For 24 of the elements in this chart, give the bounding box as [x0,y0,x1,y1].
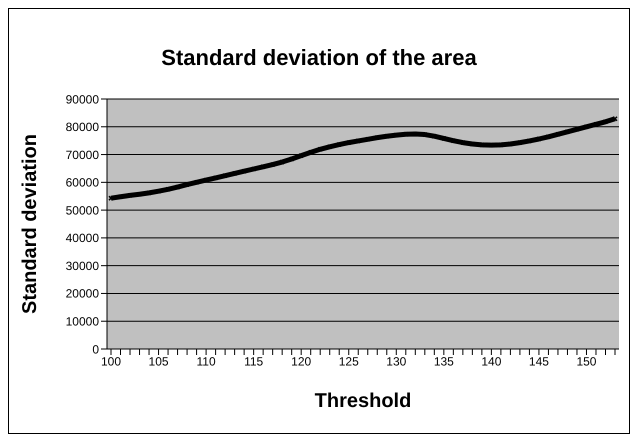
y-tick-label: 70000 [66,148,100,162]
y-tick-label: 0 [92,342,100,356]
chart-title: Standard deviation of the area [160,45,478,71]
x-tick-label: 100 [100,354,122,369]
y-tick-label: 80000 [66,120,100,134]
y-tick-label: 20000 [66,286,100,301]
y-tick-label: 50000 [66,203,100,218]
x-tick-label: 115 [244,354,264,369]
x-tick-label: 135 [434,354,454,369]
y-tick-label: 60000 [66,176,100,190]
y-tick-label: 40000 [66,231,100,246]
x-tick-label: 105 [148,354,169,369]
y-axis-title: Standard deviation [19,134,42,314]
x-tick-label: 145 [528,354,550,369]
x-tick-label: 140 [481,354,502,369]
x-axis-title: Threshold [314,390,412,412]
y-tick-label: 90000 [66,92,100,106]
y-tick-label: 30000 [66,258,100,273]
x-tick-label: 130 [386,354,407,369]
x-tick-label: 125 [338,354,360,369]
x-tick-label: 120 [291,354,312,369]
y-tick-label: 10000 [66,314,100,328]
x-tick-label: 110 [196,354,216,369]
x-tick-label: 150 [576,354,597,369]
